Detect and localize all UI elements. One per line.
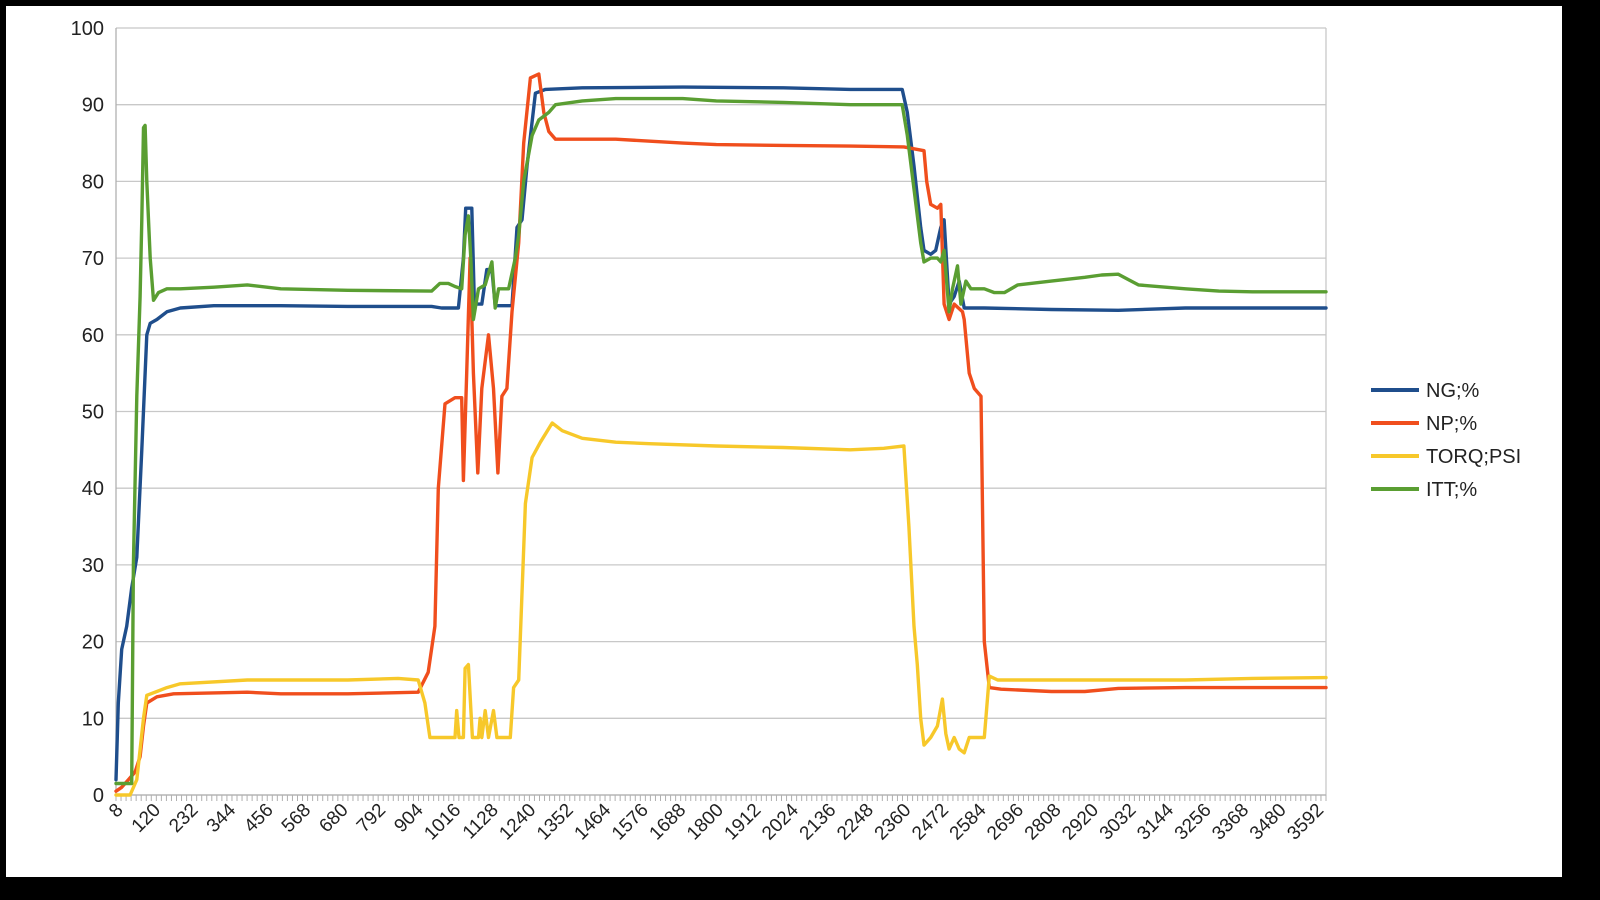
x-tick-label: 2248 (833, 800, 878, 845)
x-tick-label: 3592 (1283, 800, 1328, 845)
y-tick-label: 60 (82, 325, 104, 347)
legend: NG;% NP;% TORQ;PSI ITT;% (1371, 380, 1521, 501)
x-tick-label: 232 (165, 800, 202, 837)
series-line-torq-psi (114, 421, 1328, 797)
x-tick-label: 2920 (1058, 800, 1103, 845)
y-tick-label: 90 (82, 95, 104, 117)
x-tick-label: 1576 (608, 800, 653, 845)
x-tick-label: 1464 (571, 799, 616, 844)
legend-label: NP;% (1426, 413, 1477, 435)
x-tick-label: 2360 (871, 800, 916, 845)
y-tick-label: 50 (82, 402, 104, 424)
x-tick-labels: 8 120 232 344 456 568 680 792 904101611281240135… (105, 799, 1328, 844)
x-tick-label: 2584 (946, 799, 991, 844)
legend-label: NG;% (1426, 380, 1480, 402)
line-chart: 0 10 20 30 40 50 60 70 80 90 100 8 120 232 344 456 568 6… (71, 18, 1522, 844)
x-tick-label: 3144 (1133, 799, 1178, 844)
y-tick-label: 40 (82, 478, 104, 500)
x-tick-label: 3368 (1208, 800, 1253, 845)
x-tick-label: 2136 (796, 800, 841, 845)
x-tick-label: 2696 (983, 800, 1028, 845)
y-tick-label: 70 (82, 248, 104, 270)
y-tick-label: 80 (82, 171, 104, 193)
x-tick-label: 2808 (1021, 800, 1066, 845)
chart-frame: 0 10 20 30 40 50 60 70 80 90 100 8 120 232 344 456 568 6… (6, 6, 1562, 877)
y-tick-label: 100 (71, 18, 104, 40)
x-tick-label: 1912 (721, 800, 766, 845)
x-tick-label: 3480 (1246, 800, 1291, 845)
x-tick-label: 3032 (1096, 800, 1141, 845)
x-tick-label: 2024 (758, 799, 803, 844)
x-tick-label: 1128 (459, 800, 503, 844)
y-tick-label: 10 (82, 708, 104, 730)
x-tick-label: 456 (240, 800, 277, 837)
y-tick-label: 30 (82, 555, 104, 577)
y-tick-label: 0 (93, 785, 104, 807)
x-tick-label: 1800 (683, 800, 728, 845)
series-line-np- (114, 72, 1328, 793)
y-tick-labels: 0 10 20 30 40 50 60 70 80 90 100 (71, 18, 104, 807)
x-tick-label: 1016 (420, 800, 465, 845)
series-line-itt- (114, 96, 1328, 786)
x-tick-label: 680 (315, 800, 352, 837)
x-tick-label: 120 (128, 800, 165, 837)
x-tick-label: 2472 (908, 800, 953, 845)
x-tick-label: 1240 (496, 800, 541, 845)
x-tick-label: 1352 (533, 800, 578, 845)
series-line-ng- (114, 85, 1328, 782)
legend-label: ITT;% (1426, 479, 1477, 501)
x-tick-label: 1688 (646, 800, 691, 845)
grid-lines (116, 27, 1326, 796)
series-lines (114, 72, 1328, 797)
x-tick-label: 344 (203, 799, 241, 837)
x-tick-label: 8 (105, 800, 127, 822)
legend-label: TORQ;PSI (1426, 446, 1521, 468)
x-tick-label: 568 (278, 800, 315, 837)
y-tick-label: 20 (82, 632, 104, 654)
x-tick-label: 3256 (1171, 800, 1216, 845)
axes (115, 28, 1327, 796)
x-minor-ticks (115, 795, 1327, 801)
x-tick-label: 792 (353, 800, 390, 837)
